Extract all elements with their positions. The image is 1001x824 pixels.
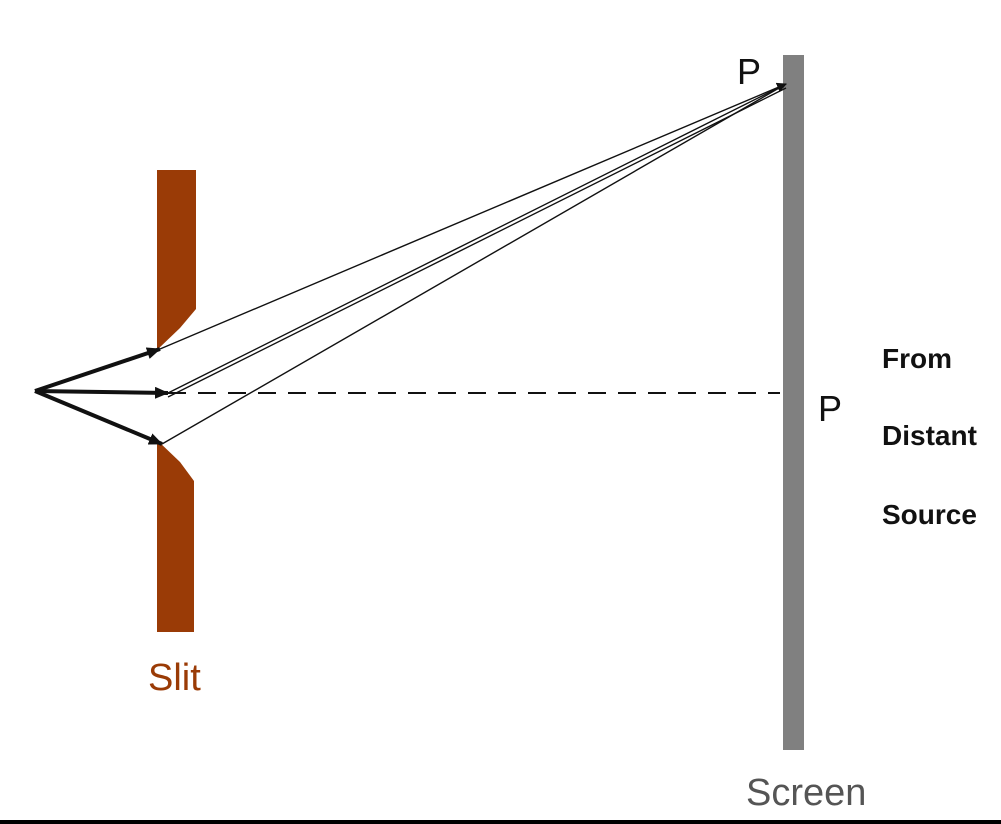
diffracted-ray-2	[167, 83, 787, 394]
source-label-line-1: From	[882, 343, 952, 374]
slit-label: Slit	[148, 657, 201, 699]
bottom-border	[0, 820, 1001, 824]
incident-ray-middle	[34, 386, 169, 399]
point-p-top-label: P	[737, 51, 761, 92]
diffracted-ray-1	[159, 82, 787, 350]
screen-bar	[783, 55, 804, 750]
diffracted-ray-4	[167, 87, 787, 398]
screen-label: Screen	[746, 772, 866, 814]
incident-ray-bottom	[34, 389, 163, 446]
source-label-line-3: Source	[882, 499, 977, 530]
slit-upper-barrier	[157, 170, 196, 350]
incident-ray-top	[34, 347, 161, 393]
slit-lower-barrier	[157, 440, 194, 632]
diffracted-ray-3	[161, 83, 787, 445]
point-p-center-label: P	[818, 388, 842, 429]
source-label-line-2: Distant	[882, 420, 977, 451]
